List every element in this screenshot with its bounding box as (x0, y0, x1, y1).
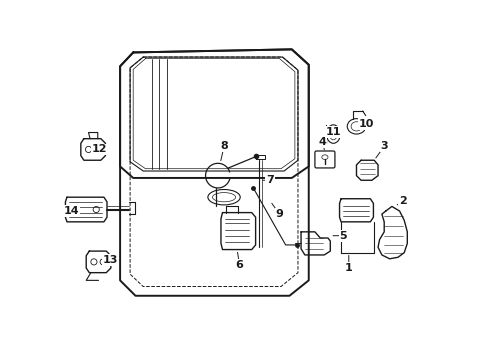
Text: 10: 10 (358, 119, 373, 129)
Text: 1: 1 (344, 263, 352, 273)
Text: 9: 9 (275, 209, 283, 219)
Text: 14: 14 (63, 206, 79, 216)
Text: 7: 7 (266, 175, 274, 185)
Text: 4: 4 (318, 137, 326, 147)
Text: 5: 5 (339, 231, 346, 241)
Text: 3: 3 (380, 141, 387, 151)
Text: 2: 2 (398, 196, 406, 206)
Text: 6: 6 (235, 260, 243, 270)
Text: 13: 13 (102, 255, 118, 265)
Text: 11: 11 (325, 127, 341, 137)
Text: 12: 12 (91, 144, 107, 154)
Text: 8: 8 (220, 141, 227, 151)
